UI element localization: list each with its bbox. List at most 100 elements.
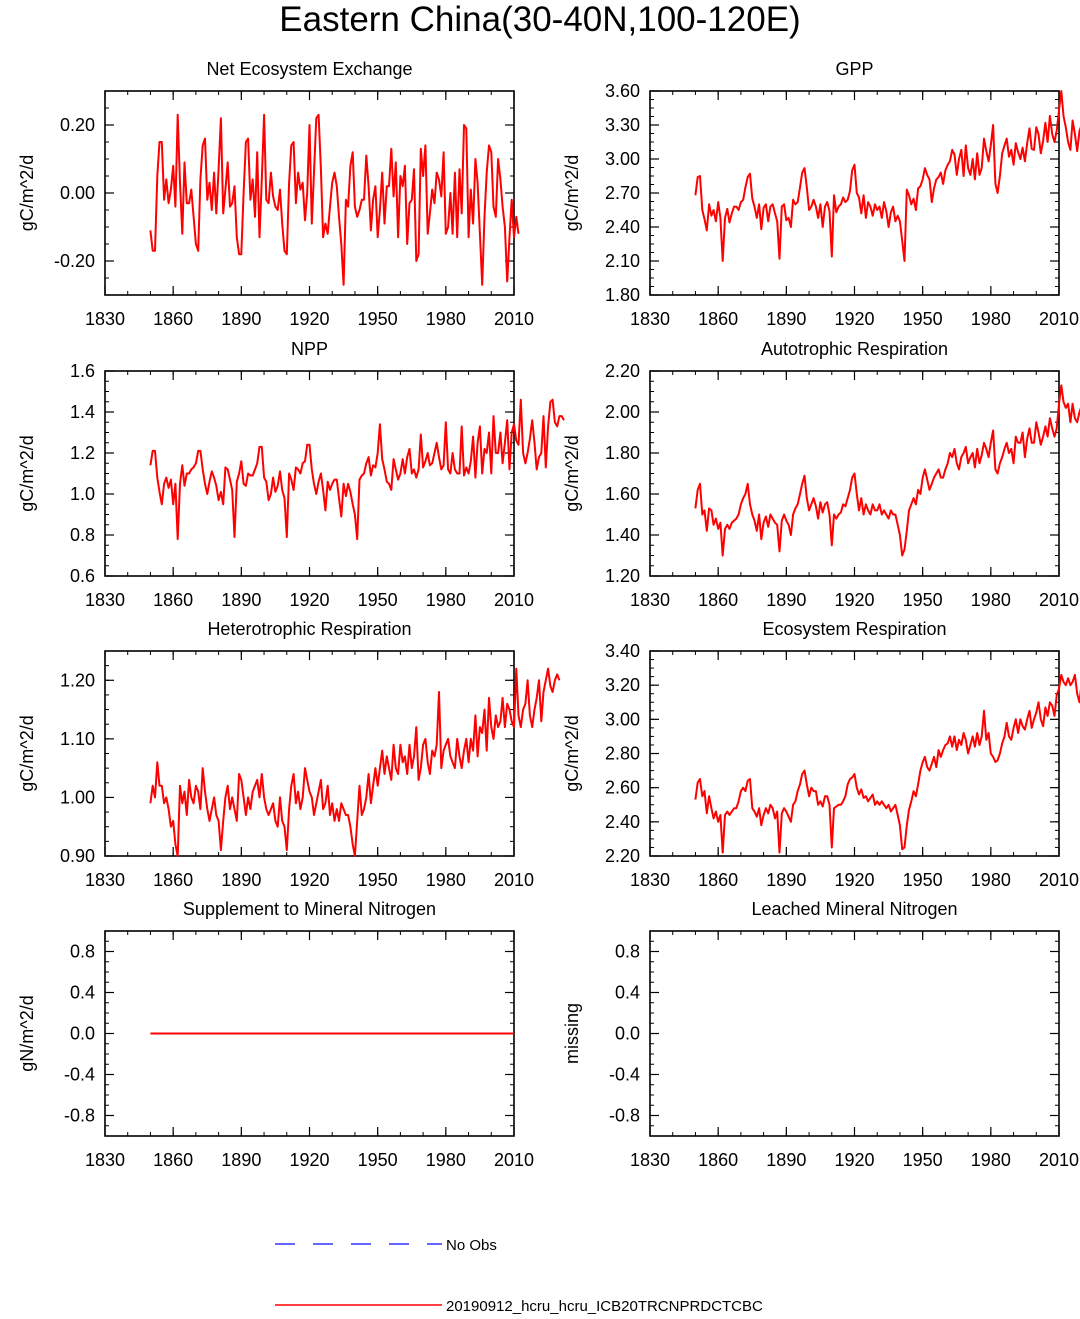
x-tick-label: 1890	[766, 870, 806, 890]
y-tick-label: 0.8	[70, 942, 95, 962]
x-tick-label: 1890	[766, 590, 806, 610]
plot-frame	[649, 930, 1060, 1137]
x-tick-label: 2010	[494, 1150, 534, 1170]
x-tick-label: 1860	[153, 1150, 193, 1170]
x-tick-label: 1860	[698, 590, 738, 610]
y-tick-label: 1.40	[605, 525, 640, 545]
series-line-net-ecosystem-exchange	[149, 113, 520, 286]
y-tick-label: 0.8	[70, 525, 95, 545]
x-tick-label: 2010	[494, 309, 534, 329]
y-axis-label: missing	[562, 1003, 582, 1064]
x-tick-label: 1890	[221, 590, 261, 610]
y-tick-label: 1.10	[60, 729, 95, 749]
y-tick-label: 3.30	[605, 115, 640, 135]
y-axis-label: gC/m^2/d	[17, 435, 37, 511]
y-tick-label: 2.10	[605, 251, 640, 271]
y-tick-label: 0.4	[70, 983, 95, 1003]
x-tick-label: 1890	[221, 1150, 261, 1170]
y-tick-label: 0.00	[60, 183, 95, 203]
x-tick-label: 1860	[698, 309, 738, 329]
y-tick-label: -0.8	[609, 1106, 640, 1126]
panel-title: GPP	[835, 59, 873, 79]
y-tick-label: 2.40	[605, 812, 640, 832]
x-tick-label: 1860	[153, 309, 193, 329]
y-tick-label: 3.60	[605, 81, 640, 101]
y-tick-label: 0.0	[70, 1024, 95, 1044]
panel-title: Ecosystem Respiration	[762, 619, 946, 639]
y-tick-label: 2.20	[605, 361, 640, 381]
x-tick-label: 1980	[426, 1150, 466, 1170]
x-tick-label: 1980	[426, 309, 466, 329]
x-tick-label: 1890	[221, 309, 261, 329]
x-tick-label: 1830	[630, 309, 670, 329]
x-tick-label: 1950	[358, 590, 398, 610]
panel-net-ecosystem-exchange: Net Ecosystem Exchange gC/m^2/d 1830 1860 18…	[17, 59, 534, 329]
y-tick-label: -0.20	[54, 251, 95, 271]
panel-leached-mineral-nitrogen: Leached Mineral Nitrogen missing 1830 1860 1…	[562, 899, 1079, 1170]
x-tick-label: 1860	[698, 1150, 738, 1170]
panel-title: NPP	[291, 339, 328, 359]
x-tick-label: 1920	[289, 1150, 329, 1170]
panel-ecosystem-respiration: Ecosystem Respiration gC/m^2/d 1830 1860 189…	[562, 619, 1080, 890]
x-tick-label: 1950	[358, 309, 398, 329]
y-tick-label: 3.00	[605, 149, 640, 169]
y-tick-label: 1.20	[60, 670, 95, 690]
x-tick-label: 1950	[903, 309, 943, 329]
x-tick-label: 1920	[834, 870, 874, 890]
y-tick-label: 1.80	[605, 443, 640, 463]
x-tick-label: 1890	[766, 309, 806, 329]
x-tick-label: 1950	[903, 870, 943, 890]
x-tick-label: 1950	[903, 590, 943, 610]
series-line-npp	[149, 398, 565, 541]
y-tick-label: 0.90	[60, 846, 95, 866]
x-tick-label: 1920	[289, 590, 329, 610]
x-tick-label: 2010	[494, 870, 534, 890]
x-tick-label: 1830	[630, 1150, 670, 1170]
x-tick-label: 1890	[766, 1150, 806, 1170]
x-tick-label: 1830	[630, 590, 670, 610]
x-tick-label: 1860	[698, 870, 738, 890]
x-tick-label: 1980	[971, 309, 1011, 329]
x-tick-label: 1830	[85, 1150, 125, 1170]
x-tick-label: 1920	[289, 870, 329, 890]
y-tick-label: 0.4	[615, 983, 640, 1003]
x-tick-label: 2010	[1039, 870, 1079, 890]
x-tick-label: 1830	[630, 870, 670, 890]
x-tick-label: 2010	[1039, 1150, 1079, 1170]
series-line-heterotrophic-respiration	[149, 667, 561, 857]
y-tick-label: 2.80	[605, 744, 640, 764]
y-tick-label: 0.8	[615, 942, 640, 962]
plot-frame	[104, 370, 515, 577]
y-axis-label: gC/m^2/d	[562, 435, 582, 511]
panel-title: Heterotrophic Respiration	[207, 619, 411, 639]
x-tick-label: 1920	[834, 309, 874, 329]
x-tick-label: 1950	[903, 1150, 943, 1170]
plot-frame	[649, 650, 1060, 857]
y-tick-label: -0.8	[64, 1106, 95, 1126]
y-tick-label: 2.40	[605, 217, 640, 237]
y-tick-label: 2.60	[605, 778, 640, 798]
x-tick-label: 1980	[426, 590, 466, 610]
y-tick-label: 3.20	[605, 675, 640, 695]
y-axis-label: gC/m^2/d	[562, 715, 582, 791]
series-line-ecosystem-respiration	[694, 673, 1080, 854]
panel-heterotrophic-respiration: Heterotrophic Respiration gC/m^2/d 1830 186…	[17, 619, 561, 890]
x-tick-label: 1890	[221, 870, 261, 890]
legend: No Obs 20190912_hcru_hcru_ICB20TRCNPRDCTC…	[275, 1237, 763, 1315]
y-tick-label: 1.60	[605, 484, 640, 504]
y-axis-label: gC/m^2/d	[562, 155, 582, 231]
figure-title: Eastern China(30-40N,100-120E)	[279, 0, 801, 39]
y-tick-label: 1.4	[70, 402, 95, 422]
panel-title: Net Ecosystem Exchange	[206, 59, 412, 79]
x-tick-label: 1980	[971, 870, 1011, 890]
x-tick-label: 1950	[358, 1150, 398, 1170]
x-tick-label: 1830	[85, 870, 125, 890]
y-tick-label: 1.0	[70, 484, 95, 504]
series-line-gpp	[694, 90, 1080, 262]
y-tick-label: -0.4	[64, 1065, 95, 1085]
y-axis-label: gC/m^2/d	[17, 155, 37, 231]
x-tick-label: 1920	[834, 590, 874, 610]
panel-autotrophic-respiration: Autotrophic Respiration gC/m^2/d 1830 1860 1…	[562, 339, 1080, 610]
